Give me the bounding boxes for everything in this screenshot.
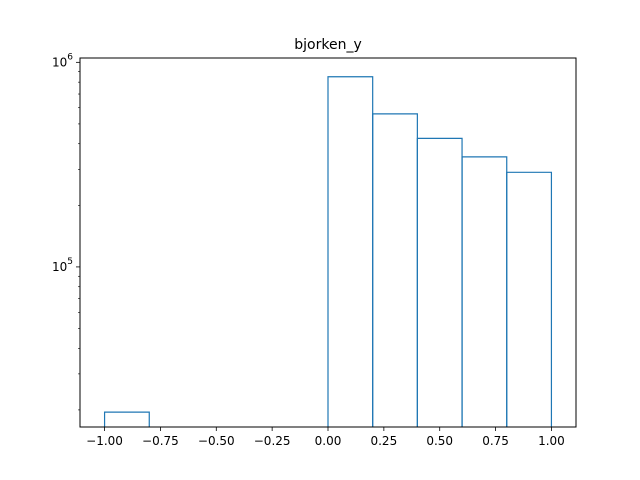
x-tick-label: 0.50 xyxy=(426,434,453,448)
histogram-series xyxy=(103,76,553,427)
x-tick-label: −0.50 xyxy=(198,434,235,448)
y-tick-label: 105 xyxy=(52,257,73,274)
x-tick-label: 0.00 xyxy=(315,434,342,448)
x-tick-label: 0.25 xyxy=(370,434,397,448)
histogram-bin xyxy=(506,171,553,427)
histogram-bin xyxy=(461,156,508,427)
histogram-bin xyxy=(372,113,418,427)
x-tick-label: −1.00 xyxy=(86,434,123,448)
x-tick-label: −0.25 xyxy=(254,434,291,448)
x-tick-label: −0.75 xyxy=(142,434,179,448)
histogram-bin xyxy=(327,76,374,427)
y-axis: 105 106 xyxy=(52,52,80,411)
histogram-bin xyxy=(103,411,150,427)
chart-title: bjorken_y xyxy=(294,37,361,53)
x-tick-label: 0.75 xyxy=(482,434,509,448)
histogram-bin xyxy=(416,137,463,427)
x-tick-label: 1.00 xyxy=(538,434,565,448)
x-axis: −1.00 −0.75 −0.50 −0.25 0.00 0.25 0.50 0.75 1.00 xyxy=(86,427,565,448)
y-tick-label: 106 xyxy=(52,52,73,69)
